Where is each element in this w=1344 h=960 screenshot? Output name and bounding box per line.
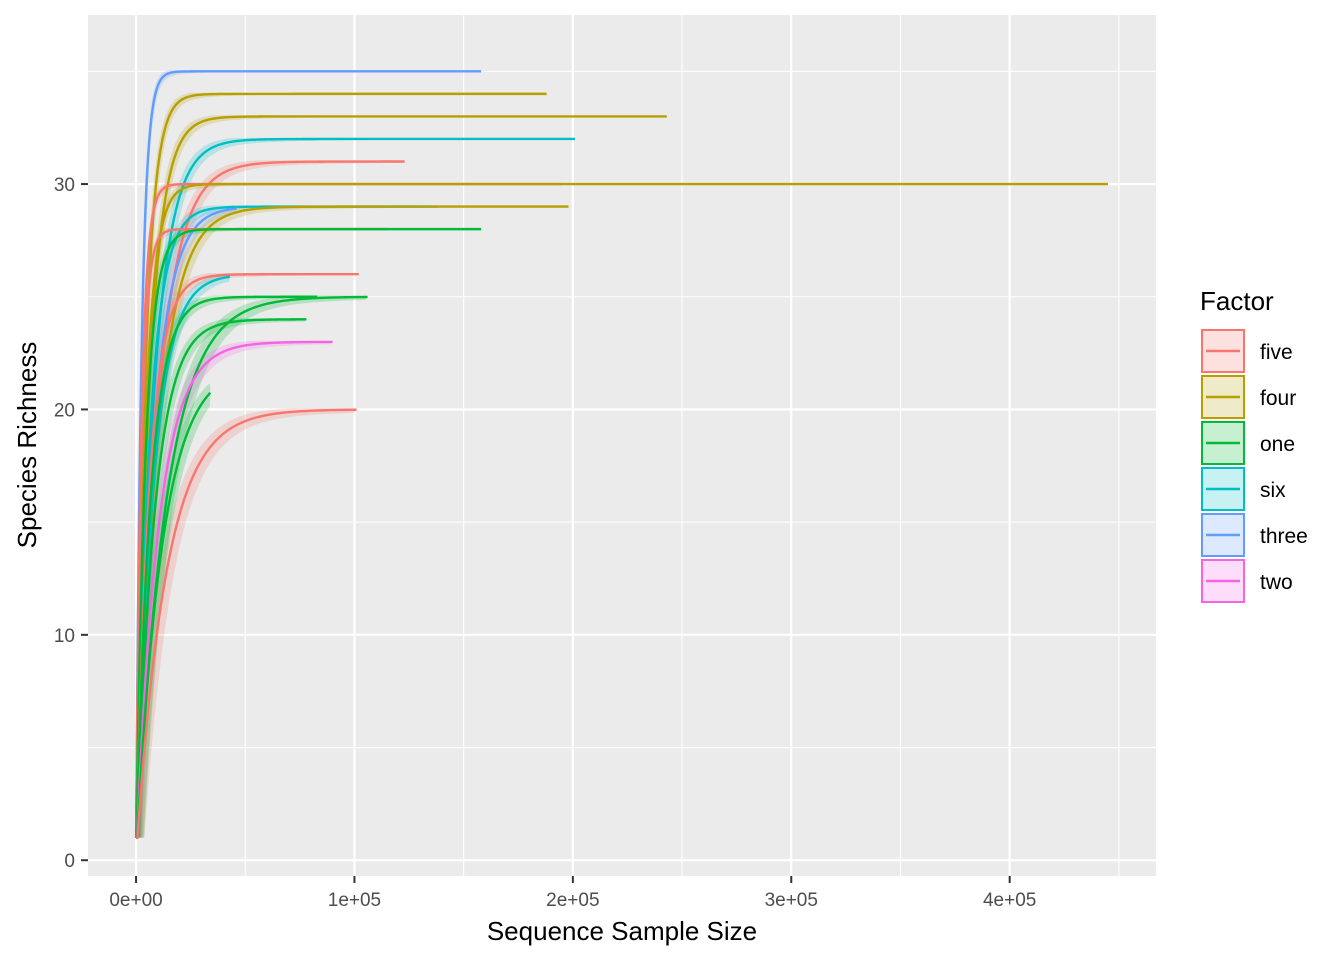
legend-label-two: two bbox=[1260, 571, 1293, 594]
curve-three bbox=[134, 70, 482, 839]
x-tick-label: 0e+00 bbox=[109, 890, 162, 911]
y-axis-ticks: 0 10 20 30 bbox=[54, 175, 88, 872]
curve-one bbox=[135, 295, 318, 839]
legend-label-six: six bbox=[1260, 479, 1286, 502]
y-tick-label: 20 bbox=[54, 400, 75, 421]
y-tick-label: 30 bbox=[54, 175, 75, 196]
legend-label-five: five bbox=[1260, 341, 1293, 364]
minor-gridlines bbox=[88, 15, 1156, 876]
legend-label-four: four bbox=[1260, 387, 1296, 410]
legend-label-three: three bbox=[1260, 525, 1308, 548]
y-tick-label: 0 bbox=[64, 851, 75, 872]
confidence-ribbon-six bbox=[136, 137, 576, 838]
curve-four bbox=[135, 182, 1108, 839]
x-tick-label: 1e+05 bbox=[328, 890, 381, 911]
x-tick-label: 2e+05 bbox=[546, 890, 599, 911]
x-tick-label: 3e+05 bbox=[765, 890, 818, 911]
x-axis-ticks: 0e+00 1e+05 2e+05 3e+05 4e+05 bbox=[109, 876, 1036, 911]
x-tick-label: 4e+05 bbox=[983, 890, 1036, 911]
legend-label-one: one bbox=[1260, 433, 1295, 456]
x-axis-title: Sequence Sample Size bbox=[487, 916, 757, 946]
legend-title: Factor bbox=[1200, 286, 1274, 316]
rarefaction-curves bbox=[134, 70, 1108, 839]
y-tick-label: 10 bbox=[54, 626, 75, 647]
panel-background bbox=[88, 15, 1156, 876]
curve-four bbox=[134, 92, 547, 839]
curve-one bbox=[135, 227, 482, 839]
legend: Factor five four one six three two bbox=[1200, 286, 1308, 603]
curve-five bbox=[136, 408, 357, 839]
y-axis-title: Species Richness bbox=[12, 342, 42, 549]
